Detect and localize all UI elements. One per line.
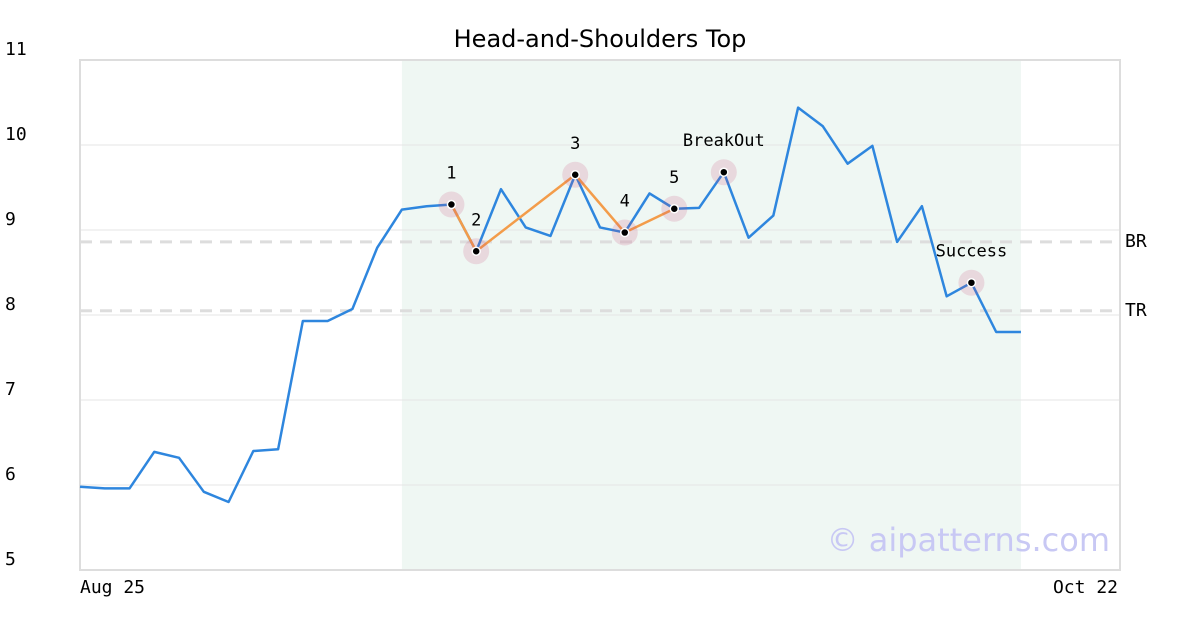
- y-tick-label: 6: [5, 464, 16, 485]
- point-marker: [446, 199, 457, 210]
- point-marker: [719, 167, 729, 177]
- y-tick-label: 9: [5, 209, 16, 230]
- point-marker: [620, 227, 630, 238]
- y-tick-label: 5: [5, 549, 16, 570]
- price-line: [79, 106, 1021, 504]
- point-label: 1: [446, 164, 456, 184]
- chart-title: Head-and-Shoulders Top: [454, 25, 747, 53]
- point-label: BreakOut: [683, 131, 765, 151]
- plot-frame: [79, 59, 1121, 571]
- x-tick-label: Oct 22: [1053, 577, 1118, 598]
- point-marker: [471, 246, 481, 256]
- y-tick-label: 10: [5, 124, 27, 145]
- level-label: TR: [1125, 300, 1147, 321]
- point-label: 3: [570, 134, 580, 154]
- x-tick-label: Aug 25: [80, 577, 145, 598]
- watermark: © aipatterns.com: [827, 521, 1110, 559]
- point-label: 5: [669, 168, 679, 188]
- point-label: 4: [620, 192, 630, 212]
- point-marker: [966, 277, 977, 288]
- point-label: Success: [936, 242, 1008, 262]
- y-tick-label: 7: [5, 379, 16, 400]
- point-label: 2: [471, 210, 481, 230]
- y-tick-label: 11: [5, 39, 27, 60]
- point-marker: [669, 204, 680, 214]
- point-marker: [570, 170, 580, 180]
- y-tick-label: 8: [5, 294, 16, 315]
- level-label: BR: [1125, 231, 1147, 252]
